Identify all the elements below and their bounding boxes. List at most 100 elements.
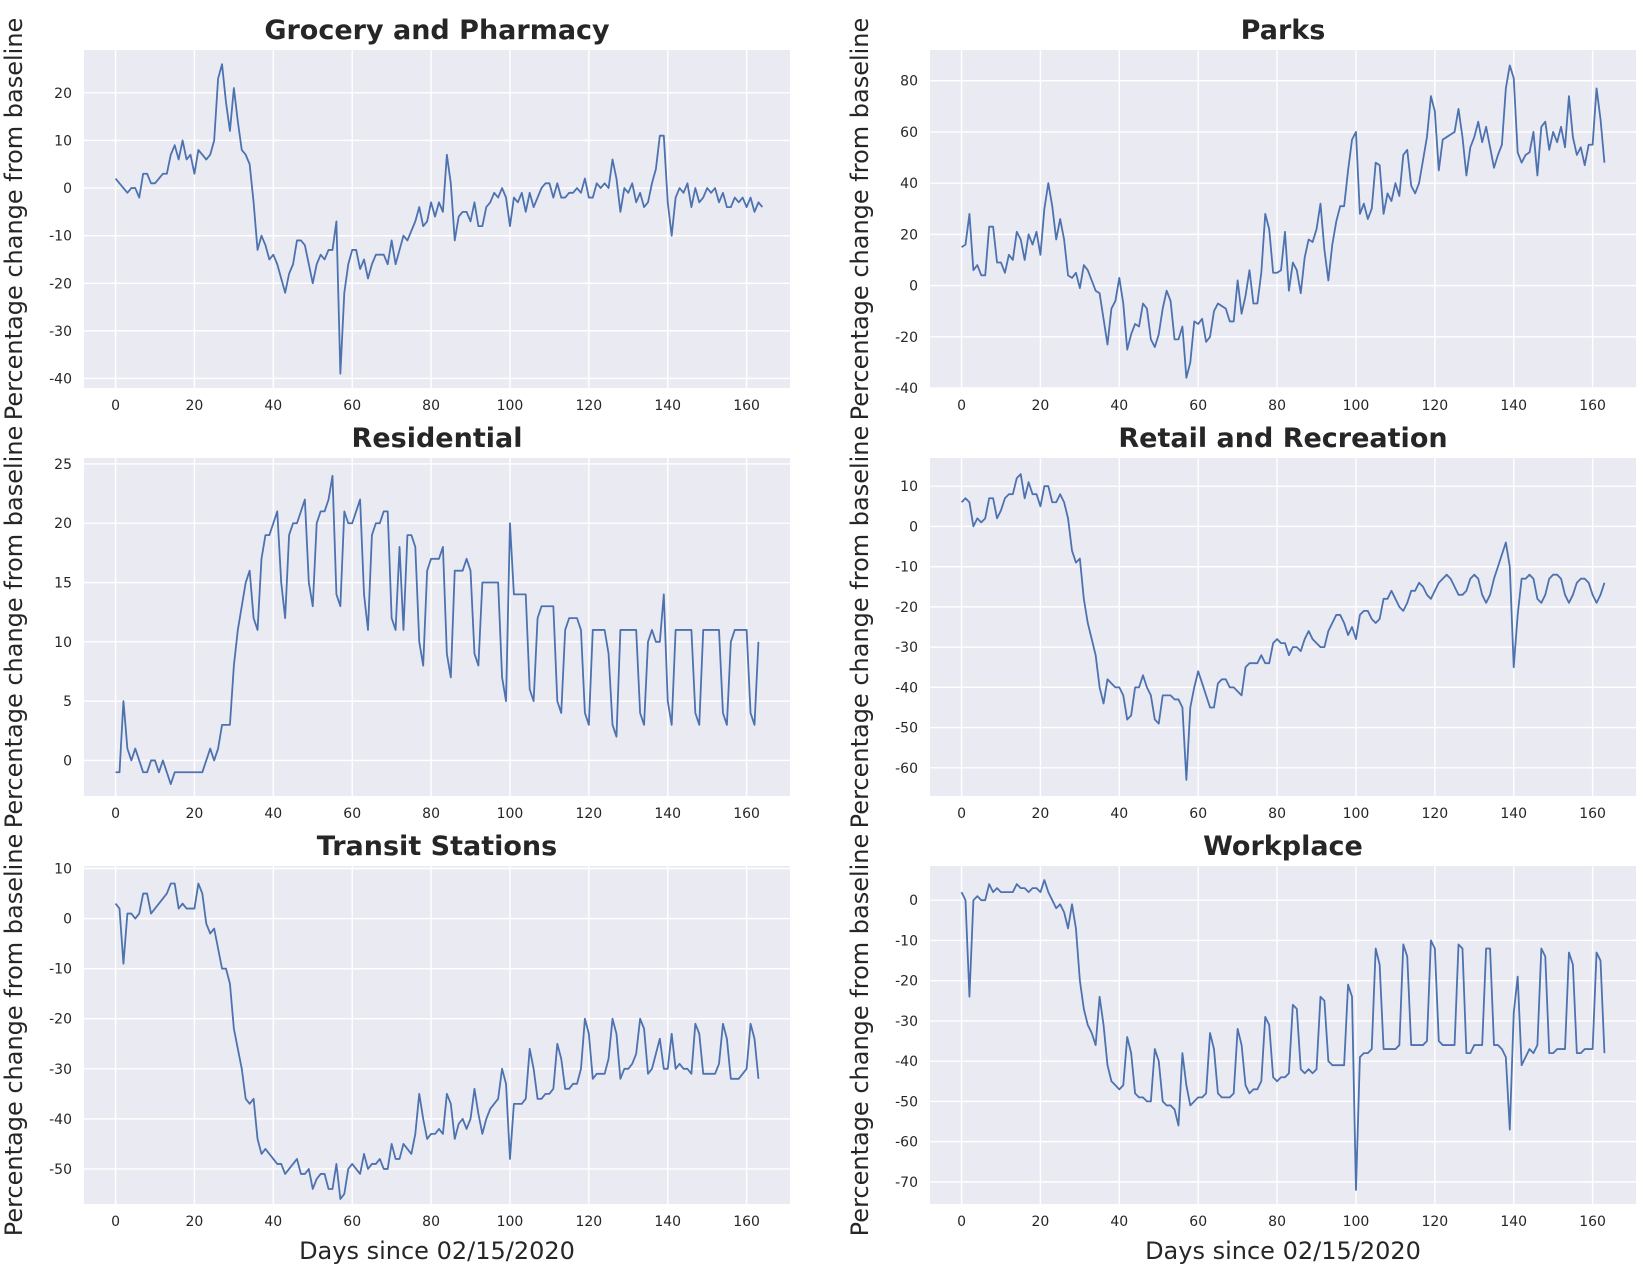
x-tick-label: 60 — [1189, 398, 1207, 414]
x-tick-label: 100 — [1343, 398, 1370, 414]
y-tick-label: -40 — [49, 1112, 72, 1128]
x-tick-labels: 0 20 40 60 80 100 120 140 160 — [111, 806, 760, 822]
x-tick-label: 40 — [1110, 1214, 1128, 1230]
y-tick-label: 80 — [900, 74, 918, 90]
x-tick-label: 60 — [343, 398, 361, 414]
y-tick-label: -70 — [895, 1175, 918, 1191]
x-tick-label: 40 — [1110, 806, 1128, 822]
panel-parks: 0 20 40 60 80 100 120 140 160 -40 -20 0 20 40 60 80 Pa… — [846, 15, 1636, 420]
gridlines — [930, 458, 1636, 796]
x-tick-label: 60 — [343, 806, 361, 822]
x-tick-label: 140 — [654, 806, 681, 822]
series-line — [960, 473, 1606, 781]
y-tick-label: 10 — [900, 479, 918, 495]
series-line — [961, 64, 1606, 379]
x-tick-label: 120 — [1421, 398, 1448, 414]
series-line — [115, 474, 760, 786]
y-tick-label: 10 — [54, 862, 72, 878]
series-line — [960, 879, 1606, 1191]
x-tick-label: 40 — [264, 398, 282, 414]
x-tick-label: 80 — [422, 398, 440, 414]
y-axis-label: Percentage change from baseline — [0, 426, 28, 829]
x-tick-label: 20 — [186, 1214, 204, 1230]
y-tick-label: -20 — [49, 1012, 72, 1028]
y-tick-label: -60 — [895, 1135, 918, 1151]
y-tick-labels: 0 5 10 15 20 25 — [54, 457, 72, 769]
x-tick-label: 40 — [1110, 398, 1128, 414]
y-tick-label: 20 — [54, 516, 72, 532]
x-tick-label: 20 — [1032, 806, 1050, 822]
y-tick-label: -60 — [895, 761, 918, 777]
y-tick-label: 0 — [63, 912, 72, 928]
x-tick-labels: 0 20 40 60 80 100 120 140 160 — [957, 806, 1606, 822]
y-tick-label: 60 — [900, 125, 918, 141]
y-tick-label: -30 — [895, 640, 918, 656]
x-tick-label: 0 — [111, 806, 120, 822]
y-tick-label: 0 — [909, 279, 918, 295]
y-tick-label: 0 — [63, 181, 72, 197]
x-axis-label: Days since 02/15/2020 — [1145, 1237, 1421, 1265]
chart-title: Grocery and Pharmacy — [264, 15, 610, 46]
y-tick-label: -10 — [895, 933, 918, 949]
x-tick-label: 60 — [343, 1214, 361, 1230]
x-tick-label: 60 — [1189, 1214, 1207, 1230]
chart-title: Transit Stations — [317, 831, 557, 862]
x-tick-labels: 0 20 40 60 80 100 120 140 160 — [111, 398, 760, 414]
panel-grocery-and-pharmacy: 0 20 40 60 80 100 120 140 160 -40-30-20-1001020 … — [0, 15, 790, 420]
y-tick-label: -30 — [49, 1062, 72, 1078]
x-tick-label: 80 — [1268, 806, 1286, 822]
x-tick-label: 140 — [1500, 806, 1527, 822]
y-tick-label: -50 — [49, 1162, 72, 1178]
x-tick-labels: 0 20 40 60 80 100 120 140 160 — [957, 398, 1606, 414]
x-tick-label: 140 — [654, 1214, 681, 1230]
y-tick-label: -40 — [895, 381, 918, 397]
plot-area — [84, 458, 790, 796]
y-tick-label: -40 — [895, 1054, 918, 1070]
y-axis-label: Percentage change from baseline — [0, 834, 28, 1237]
x-tick-label: 80 — [422, 806, 440, 822]
y-tick-label: -20 — [895, 600, 918, 616]
y-tick-label: -30 — [49, 324, 72, 340]
x-tick-label: 40 — [264, 1214, 282, 1230]
panel-residential: 0 20 40 60 80 100 120 140 160 0 5 10 15 20 25 Residen… — [0, 423, 790, 828]
y-tick-label: 20 — [900, 227, 918, 243]
x-axis-label: Days since 02/15/2020 — [299, 1237, 575, 1265]
x-tick-label: 40 — [264, 806, 282, 822]
x-tick-label: 160 — [733, 806, 760, 822]
x-tick-label: 80 — [1268, 398, 1286, 414]
y-tick-labels: -40 -20 0 20 40 60 80 — [895, 74, 918, 397]
x-tick-label: 120 — [575, 1214, 602, 1230]
y-tick-labels: -50 -40 -30 -20 -10 0 10 — [49, 862, 72, 1178]
x-tick-label: 0 — [111, 398, 120, 414]
y-tick-label: -10 — [895, 560, 918, 576]
x-tick-label: 120 — [575, 806, 602, 822]
x-tick-label: 20 — [1032, 1214, 1050, 1230]
x-tick-label: 20 — [186, 398, 204, 414]
y-tick-label: -40 — [895, 680, 918, 696]
plot-area — [84, 50, 790, 388]
y-tick-label: -10 — [49, 962, 72, 978]
x-tick-label: 160 — [733, 1214, 760, 1230]
gridlines — [84, 866, 790, 1204]
x-tick-label: 100 — [497, 398, 524, 414]
chart-title: Residential — [352, 423, 523, 454]
x-tick-label: 120 — [1421, 1214, 1448, 1230]
x-tick-label: 100 — [497, 806, 524, 822]
y-tick-label: -10 — [49, 229, 72, 245]
x-tick-label: 0 — [957, 1214, 966, 1230]
y-axis-label: Percentage change from baseline — [0, 18, 28, 421]
chart-title: Parks — [1241, 15, 1326, 46]
x-tick-label: 160 — [733, 398, 760, 414]
series-line — [114, 882, 760, 1200]
x-tick-label: 140 — [654, 398, 681, 414]
panel-retail-and-recreation: 0 20 40 60 80 100 120 140 160 -60-50-40-30-20-10… — [846, 423, 1636, 828]
x-tick-label: 160 — [1579, 398, 1606, 414]
x-tick-label: 60 — [1189, 806, 1207, 822]
y-tick-label: -30 — [895, 1014, 918, 1030]
y-tick-label: 0 — [63, 753, 72, 769]
y-axis-label: Percentage change from baseline — [846, 18, 874, 421]
plot-area — [84, 866, 790, 1204]
x-tick-labels: 0 20 40 60 80 100 120 140 160 — [111, 1214, 760, 1230]
x-tick-label: 20 — [1032, 398, 1050, 414]
